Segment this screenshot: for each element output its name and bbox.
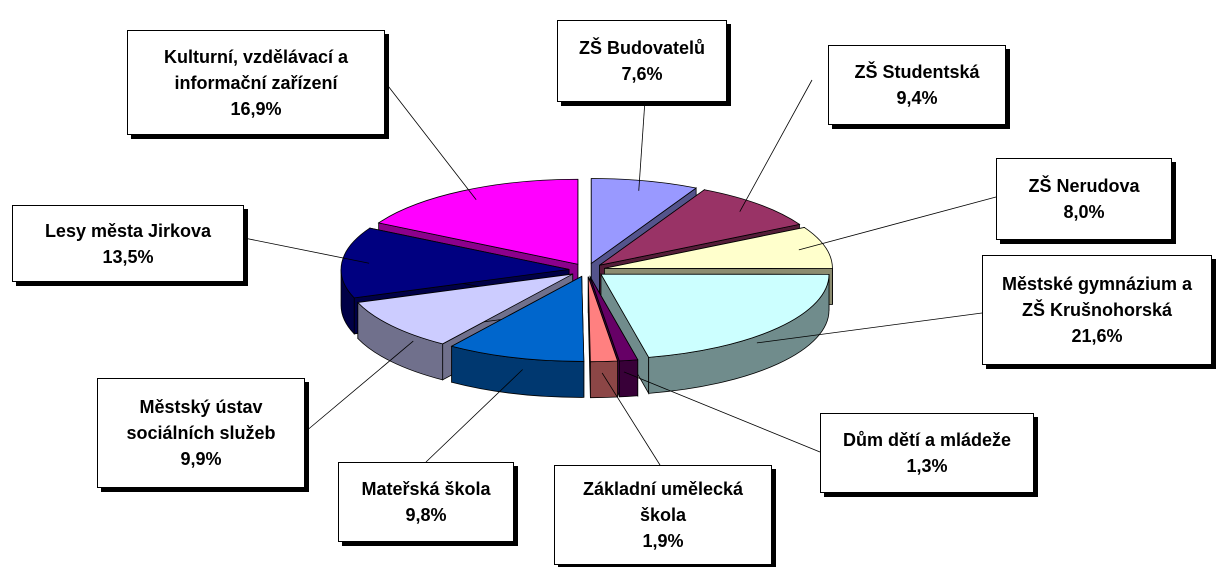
- label-value: 9,4%: [896, 88, 938, 108]
- label-name: Kulturní, vzdělávací a informační zaříze…: [163, 46, 349, 93]
- leader-line: [601, 372, 661, 466]
- data-label: Kulturní, vzdělávací a informační zaříze…: [127, 30, 385, 135]
- label-value: 1,3%: [906, 456, 948, 476]
- slice-top: [450, 275, 585, 362]
- data-label: ZŠ Studentská 9,4%: [828, 45, 1006, 125]
- leader-line: [756, 312, 983, 344]
- slice-top: [589, 276, 639, 362]
- data-label: Městský ústav sociálních služeb 9,9%: [97, 378, 305, 488]
- data-label: ZŠ Budovatelů 7,6%: [557, 20, 727, 102]
- slice-top: [340, 227, 570, 299]
- slice-wall: [618, 359, 639, 398]
- label-name: Městské gymnázium a ZŠ Krušnohorská: [1001, 274, 1193, 320]
- data-label: Lesy města Jirkova 13,5%: [12, 205, 244, 282]
- slice-top: [377, 178, 579, 265]
- slice-wall: [589, 360, 618, 399]
- label-name: ZŠ Studentská: [854, 62, 980, 82]
- data-label: Dům dětí a mládeže 1,3%: [820, 413, 1034, 493]
- label-name: ZŠ Budovatelů: [578, 38, 705, 58]
- label-name: ZŠ Nerudova: [1028, 176, 1140, 196]
- label-value: 21,6%: [1071, 326, 1123, 346]
- leader-line: [425, 369, 523, 463]
- label-value: 9,8%: [405, 505, 447, 525]
- leader-line: [623, 371, 821, 453]
- slice-top: [600, 273, 830, 358]
- label-value: 1,9%: [642, 531, 684, 551]
- slice: [450, 275, 585, 398]
- data-label: Mateřská škola 9,8%: [338, 462, 514, 542]
- label-value: 16,9%: [230, 98, 282, 119]
- label-name: Dům dětí a mládeže: [842, 430, 1012, 450]
- label-name: Základní umělecká škola: [582, 479, 744, 525]
- leader-line: [384, 81, 477, 200]
- data-label: ZŠ Nerudova 8,0%: [996, 158, 1172, 240]
- leader-line: [739, 79, 813, 212]
- data-label: Základní umělecká škola 1,9%: [554, 465, 772, 565]
- label-name: Lesy města Jirkova: [44, 220, 212, 241]
- leader-line: [638, 99, 646, 191]
- slice-top: [599, 189, 801, 266]
- label-name: Mateřská škola: [361, 479, 491, 499]
- leader-line: [798, 196, 997, 251]
- data-label: Městské gymnázium a ZŠ Krušnohorská 21,6%: [982, 255, 1212, 365]
- leader-line: [304, 340, 414, 433]
- label-value: 9,9%: [180, 449, 222, 469]
- slice-top: [357, 273, 573, 345]
- label-value: 13,5%: [102, 246, 154, 267]
- label-value: 8,0%: [1063, 202, 1105, 222]
- leader-line: [243, 237, 370, 264]
- label-name: Městský ústav sociálních služeb: [126, 397, 276, 443]
- label-value: 7,6%: [621, 64, 663, 84]
- slice-top: [604, 227, 833, 269]
- slice-top: [590, 178, 698, 265]
- slice-top: [587, 276, 619, 363]
